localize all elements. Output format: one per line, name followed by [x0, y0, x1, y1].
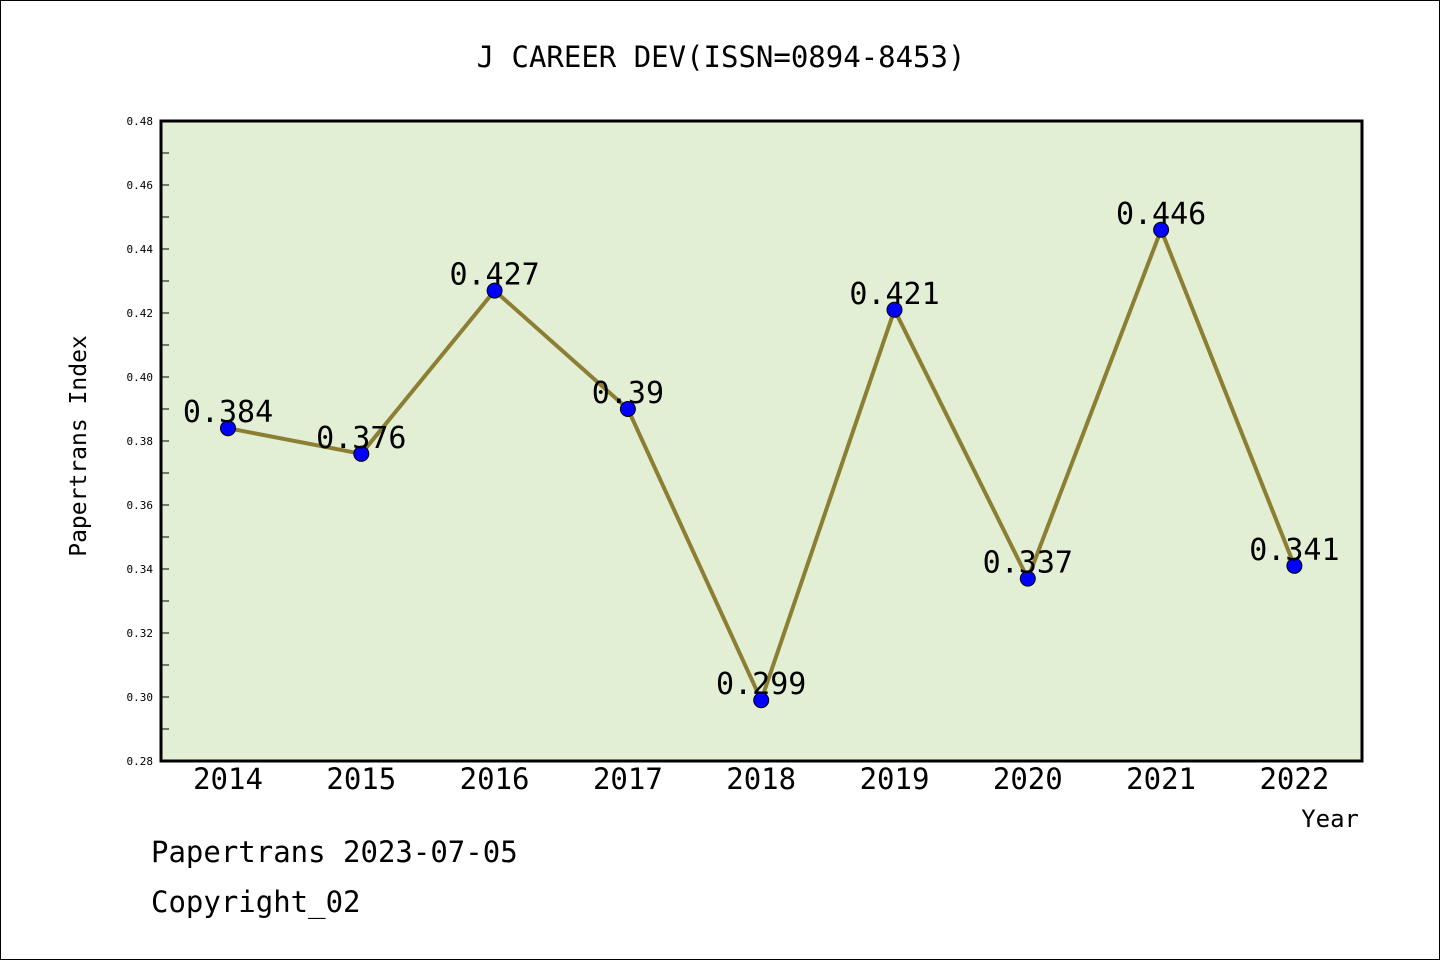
y-axis-tick-labels: 0.28 0.30 0.32 0.34 0.36 0.38 0.40 0.42 0.44 0.46…: [127, 115, 154, 768]
y-tick-label: 0.32: [127, 627, 154, 640]
x-tick-label: 2017: [593, 762, 663, 796]
x-tick-label: 2014: [193, 762, 263, 796]
data-point: [486, 282, 503, 299]
y-tick-label: 0.38: [127, 435, 154, 448]
x-tick-label: 2021: [1126, 762, 1196, 796]
data-markers: [220, 221, 1303, 709]
y-tick-label: 0.42: [127, 307, 154, 320]
footer-date-line: Papertrans 2023-07-05: [151, 835, 518, 869]
x-tick-label: 2015: [326, 762, 396, 796]
x-tick-label: 2020: [993, 762, 1063, 796]
x-axis-tick-labels: 2014 2015 2016 2017 2018 2019 2020 2021 2022: [193, 762, 1329, 796]
data-point: [1153, 221, 1170, 238]
data-point: [220, 420, 236, 437]
data-label: 0.337: [983, 546, 1073, 581]
y-tick-label: 0.34: [127, 563, 154, 576]
data-label: 0.384: [183, 395, 273, 430]
x-tick-label: 2019: [860, 762, 930, 796]
data-labels: 0.384 0.376 0.427 0.39 0.299 0.421 0.337 0.446 0…: [183, 197, 1340, 702]
data-label: 0.421: [849, 277, 939, 312]
data-point: [886, 301, 903, 318]
data-label: 0.427: [449, 258, 539, 293]
y-tick-label: 0.40: [127, 371, 154, 384]
y-tick-label: 0.36: [127, 499, 154, 512]
plot-frame: [159, 119, 1364, 763]
data-point: [753, 692, 770, 709]
data-point: [353, 445, 370, 462]
x-axis-label: Year: [1301, 805, 1359, 833]
data-point: [1286, 557, 1303, 574]
data-label: 0.376: [316, 421, 406, 456]
x-tick-label: 2018: [726, 762, 796, 796]
data-point: [1019, 570, 1036, 587]
data-label: 0.446: [1116, 197, 1206, 232]
chart-title: J CAREER DEV(ISSN=0894-8453): [477, 40, 966, 74]
y-tick-label: 0.48: [127, 115, 154, 128]
x-tick-label: 2016: [460, 762, 530, 796]
data-point: [619, 401, 636, 417]
y-tick-label: 0.28: [127, 755, 154, 768]
data-label: 0.299: [716, 667, 806, 702]
data-label: 0.341: [1249, 533, 1339, 568]
y-axis-label: Papertrans Index: [66, 335, 92, 557]
x-tick-label: 2022: [1259, 762, 1329, 796]
y-tick-label: 0.46: [127, 179, 154, 192]
y-tick-label: 0.44: [127, 243, 154, 256]
footer-copyright-line: Copyright_02: [151, 885, 361, 919]
data-label: 0.39: [592, 376, 664, 411]
y-tick-label: 0.30: [127, 691, 154, 704]
